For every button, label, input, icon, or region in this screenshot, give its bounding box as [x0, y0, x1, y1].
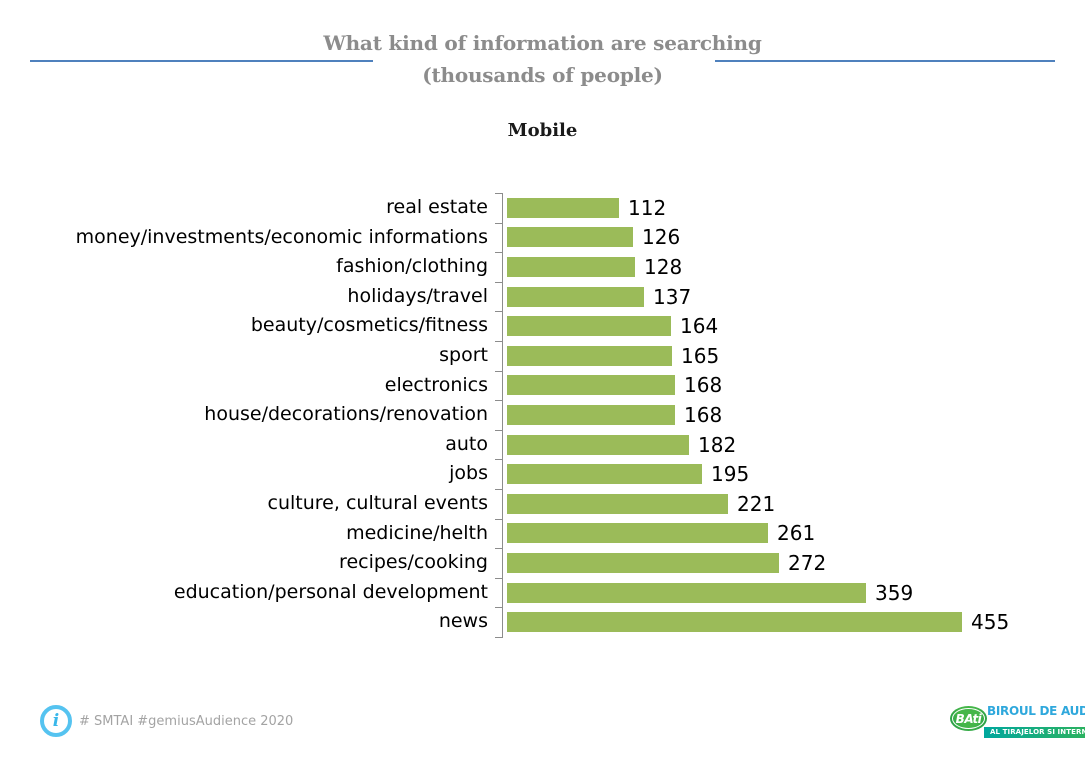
bar	[507, 345, 672, 366]
category-label: electronics	[384, 373, 488, 396]
axis-tick	[495, 282, 503, 283]
category-label: beauty/cosmetics/fitness	[250, 314, 488, 337]
info-icon-glyph: i	[52, 711, 60, 731]
axis-tick	[495, 193, 503, 194]
value-label: 261	[777, 521, 816, 546]
bar-chart: real estate 112 money/investments/economic…	[0, 193, 1085, 643]
value-label: 168	[684, 373, 723, 398]
category-label: news	[438, 610, 488, 633]
category-label: real estate	[386, 196, 488, 218]
bati-logo-text: BIROUL DE AUDIT AL TIRAJELOR SI INTERNET…	[984, 704, 1085, 738]
bati-logo-badge: BAti	[950, 706, 987, 731]
category-label: education/personal development	[173, 580, 488, 603]
axis-tick	[495, 311, 503, 312]
category-label: recipes/cooking	[339, 551, 488, 574]
value-label: 164	[680, 314, 719, 339]
bati-logo-badge-text: BAti	[955, 711, 982, 726]
value-label: 137	[653, 284, 692, 309]
value-label: 455	[971, 610, 1010, 635]
axis-tick	[495, 637, 503, 638]
info-icon: i	[40, 705, 72, 737]
axis-tick	[495, 223, 503, 224]
page-title: What kind of information are searching	[323, 31, 762, 55]
axis-tick	[495, 459, 503, 460]
bar	[507, 227, 633, 248]
value-label: 272	[788, 551, 827, 575]
value-label: 195	[711, 462, 750, 487]
axis-tick	[495, 430, 503, 431]
value-label: 126	[642, 225, 681, 250]
axis-tick	[495, 400, 503, 401]
bar	[507, 375, 675, 396]
axis-tick	[495, 252, 503, 253]
bar	[507, 197, 619, 218]
bar	[507, 257, 635, 277]
value-label: 112	[628, 195, 667, 220]
bar	[507, 582, 866, 603]
bati-logo-line2: AL TIRAJELOR SI INTERNETULUI	[984, 727, 1085, 738]
category-label: money/investments/economic informations	[75, 225, 488, 248]
bar	[507, 553, 779, 573]
value-label: 168	[684, 403, 723, 427]
category-label: holidays/travel	[347, 284, 488, 307]
bar	[507, 286, 644, 307]
category-label: fashion/clothing	[336, 255, 488, 278]
category-axis	[502, 193, 503, 638]
title-rule-left	[30, 60, 373, 62]
value-label: 221	[737, 491, 776, 516]
axis-tick	[495, 371, 503, 372]
category-label: sport	[439, 344, 488, 366]
bar	[507, 434, 689, 455]
bar	[507, 464, 702, 485]
axis-tick	[495, 489, 503, 490]
value-label: 165	[681, 343, 720, 368]
bar	[507, 493, 728, 514]
bar	[507, 523, 768, 544]
category-label: auto	[445, 432, 488, 455]
bati-logo: BAti BIROUL DE AUDIT AL TIRAJELOR SI INT…	[948, 702, 1085, 738]
bar	[507, 316, 671, 337]
page-subtitle: (thousands of people)	[422, 63, 663, 87]
axis-tick	[495, 548, 503, 549]
category-label: house/decorations/renovation	[204, 403, 488, 426]
bar	[507, 612, 962, 633]
axis-tick	[495, 519, 503, 520]
bar	[507, 405, 675, 425]
category-label: medicine/helth	[346, 521, 488, 544]
axis-tick	[495, 578, 503, 579]
category-label: jobs	[449, 462, 488, 485]
footer-hashtags: # SMTAI #gemiusAudience 2020	[79, 714, 294, 729]
value-label: 128	[644, 255, 683, 279]
bati-logo-line1: BIROUL DE AUDIT	[987, 704, 1085, 718]
axis-tick	[495, 607, 503, 608]
chart-title: Mobile	[507, 120, 578, 141]
value-label: 359	[875, 580, 914, 605]
value-label: 182	[698, 432, 737, 457]
axis-tick	[495, 341, 503, 342]
category-label: culture, cultural events	[267, 492, 488, 514]
title-rule-right	[715, 60, 1055, 62]
